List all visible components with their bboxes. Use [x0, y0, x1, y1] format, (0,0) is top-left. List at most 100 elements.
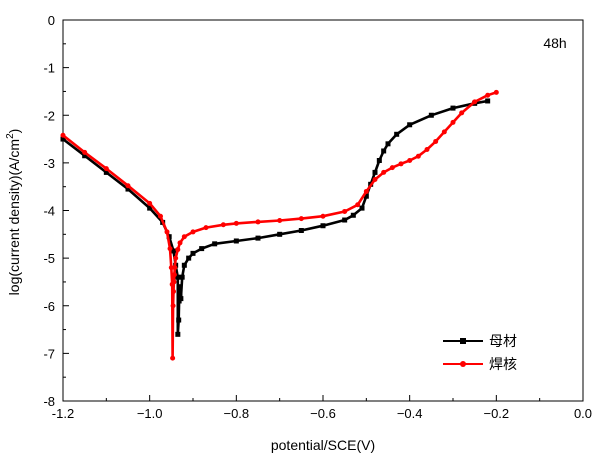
data-point-0 [342, 217, 348, 223]
y-tick-label: -4 [43, 204, 55, 219]
data-point-0 [178, 296, 184, 302]
data-point-0 [181, 262, 187, 268]
data-point-1 [164, 229, 170, 235]
data-point-0 [176, 317, 182, 323]
series-line-1 [61, 91, 498, 360]
data-point-0 [175, 274, 181, 280]
data-point-0 [175, 331, 181, 337]
legend-marker-base-metal [460, 338, 466, 344]
y-tick-label: -7 [43, 346, 55, 361]
data-point-1 [398, 161, 404, 167]
data-point-0 [363, 193, 369, 199]
data-point-0 [394, 131, 400, 137]
data-point-1 [103, 166, 109, 172]
data-point-1 [407, 157, 413, 163]
data-point-1 [158, 213, 163, 219]
y-axis-label: log(current density)(A/cm2) [5, 129, 22, 296]
data-point-0 [177, 291, 183, 297]
legend-label-weld-nugget: 焊核 [489, 357, 517, 373]
data-point-1 [220, 222, 226, 228]
series-layer [60, 89, 499, 361]
data-point-1 [372, 177, 378, 183]
data-point-0 [82, 153, 88, 159]
data-point-0 [350, 212, 356, 218]
axis-ticks: -1.2 −1.0 −0.8 −0.6 −0.4 −0.2 0.0 0 -1 -2 -3 -4 -5 -6… [43, 13, 592, 421]
data-point-1 [277, 218, 283, 224]
y-tick-label: -2 [43, 108, 55, 123]
x-tick-label: -1.2 [52, 406, 74, 421]
data-point-1 [472, 99, 478, 105]
y-tick-label: 0 [48, 13, 55, 28]
data-point-1 [363, 188, 369, 194]
y-tick-label: -5 [43, 251, 55, 266]
data-point-0 [60, 136, 66, 142]
data-point-1 [168, 265, 174, 271]
x-axis-label: potential/SCE(V) [271, 437, 375, 453]
data-point-1 [173, 255, 179, 261]
data-point-1 [355, 202, 361, 208]
x-tick-label: −0.8 [223, 406, 249, 421]
data-point-0 [407, 122, 413, 128]
legend-label-base-metal: 母材 [489, 334, 517, 350]
data-point-0 [255, 235, 261, 241]
data-point-1 [172, 265, 178, 271]
data-point-1 [171, 279, 177, 285]
data-point-1 [493, 89, 499, 95]
y-tick-label: -8 [43, 394, 55, 409]
data-point-0 [199, 246, 205, 252]
data-point-0 [320, 223, 326, 229]
data-point-0 [277, 231, 283, 237]
y-tick-label: -1 [43, 61, 55, 76]
data-point-1 [171, 272, 177, 278]
data-point-1 [203, 225, 209, 231]
data-point-1 [450, 119, 456, 125]
y-axis-label-end: ) [6, 129, 22, 134]
y-tick-label: -3 [43, 156, 55, 171]
data-point-1 [170, 303, 176, 309]
data-point-1 [459, 110, 465, 116]
data-point-0 [450, 105, 456, 111]
x-tick-label: −0.2 [483, 406, 509, 421]
data-point-0 [298, 228, 304, 234]
data-point-1 [255, 219, 261, 225]
data-point-1 [82, 149, 88, 155]
data-point-1 [415, 153, 421, 159]
data-point-1 [147, 200, 153, 206]
data-point-1 [381, 169, 387, 175]
x-tick-label: −0.6 [310, 406, 336, 421]
y-axis-label-main: log(current density)(A/cm [6, 139, 22, 295]
data-point-0 [381, 148, 387, 154]
data-point-0 [376, 157, 382, 163]
data-point-0 [485, 98, 491, 104]
data-point-0 [190, 250, 196, 256]
data-point-0 [428, 112, 434, 118]
data-point-0 [125, 186, 131, 192]
data-point-1 [171, 288, 176, 294]
data-point-1 [125, 183, 131, 189]
data-point-1 [167, 246, 173, 252]
data-point-1 [298, 216, 304, 222]
annotation-48h: 48h [543, 35, 566, 51]
data-point-0 [147, 205, 153, 211]
y-axis-label-sup: 2 [5, 133, 16, 139]
data-point-0 [171, 248, 176, 254]
data-point-1 [441, 129, 447, 135]
y-tick-label: -6 [43, 299, 55, 314]
legend-marker-weld-nugget [460, 361, 466, 367]
data-point-1 [485, 92, 491, 98]
data-point-0 [179, 274, 185, 280]
data-point-1 [320, 213, 326, 219]
x-tick-label: 0.0 [574, 406, 592, 421]
data-point-1 [233, 220, 239, 226]
data-point-1 [177, 240, 183, 246]
data-point-1 [60, 132, 66, 138]
data-point-1 [389, 165, 395, 171]
data-point-0 [186, 255, 192, 261]
data-point-1 [342, 208, 348, 214]
legend: 母材 焊核 [443, 334, 517, 373]
data-point-1 [424, 147, 430, 153]
data-point-0 [372, 169, 378, 175]
data-point-0 [103, 169, 109, 175]
data-point-0 [177, 284, 183, 290]
